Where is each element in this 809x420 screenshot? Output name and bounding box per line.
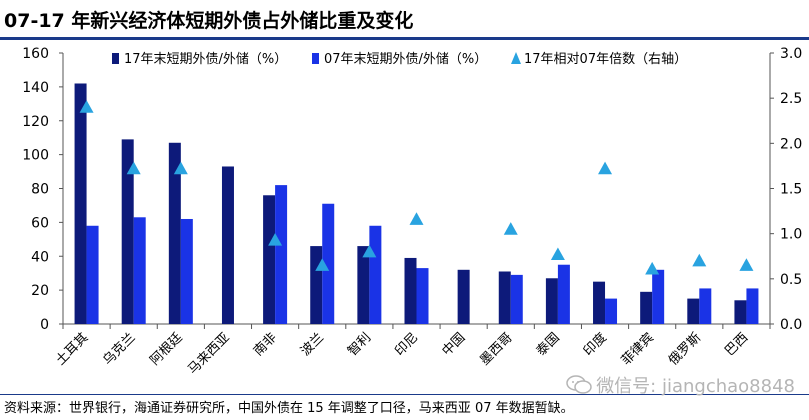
legend-swatch [112, 53, 119, 64]
legend-swatch [312, 53, 319, 64]
ratio-marker [598, 161, 613, 175]
x-category-label: 土耳其 [53, 330, 91, 368]
y-left-tick-label: 120 [22, 114, 49, 130]
ratio-marker [173, 161, 188, 175]
y-right-tick-label: 0.0 [780, 317, 802, 333]
bar-2007 [133, 217, 146, 324]
bar-2007 [275, 185, 288, 324]
x-category-label: 中国 [439, 330, 468, 359]
bar-2017 [263, 195, 276, 324]
y-left-tick-label: 0 [40, 317, 49, 333]
bar-2007 [180, 218, 193, 324]
ratio-marker [409, 212, 424, 225]
y-left-tick-label: 20 [31, 283, 49, 299]
bar-2007 [605, 298, 618, 324]
bar-2017 [734, 300, 747, 324]
y-right-tick-label: 1.5 [780, 182, 802, 198]
bar-2017 [498, 271, 511, 324]
bottom-divider [0, 394, 809, 395]
x-category-label: 巴西 [722, 330, 751, 359]
watermark-text: 微信号: jiangchao8848 [596, 376, 795, 397]
y-right-tick-label: 2.5 [780, 91, 802, 107]
bar-2017 [545, 278, 558, 324]
bar-2017 [74, 83, 87, 324]
y-left-tick-label: 160 [22, 46, 49, 62]
x-category-label: 乌克兰 [100, 330, 139, 369]
bar-2017 [457, 269, 470, 324]
bar-2017 [687, 298, 700, 324]
y-right-tick-label: 2.0 [780, 136, 802, 152]
ratio-marker [268, 232, 283, 246]
bar-2017 [168, 142, 181, 324]
bar-2007 [652, 269, 665, 324]
x-category-label: 印度 [580, 330, 610, 360]
x-category-label: 阿根廷 [147, 330, 185, 368]
x-category-label: 菲律宾 [618, 330, 657, 369]
y-right-tick-label: 0.5 [780, 272, 802, 288]
x-category-label: 印尼 [392, 330, 421, 359]
bar-2007 [746, 288, 759, 324]
bar-2007 [369, 225, 382, 324]
chart-plot: 0 20 40 60 80 100 120 140 160 0.0 0.5 1.0 1.5 2.0 2.5 3… [22, 46, 802, 378]
bar-2007 [322, 203, 335, 324]
ratio-marker [315, 258, 330, 271]
watermark: 微信号: jiangchao8848 [566, 372, 795, 398]
bar-2007 [557, 264, 570, 324]
ratio-marker [739, 258, 754, 271]
ratio-marker [692, 253, 707, 267]
bar-2017 [221, 166, 234, 324]
legend-label: 17年相对07年倍数（右轴） [524, 52, 687, 67]
ratio-marker [550, 247, 565, 261]
source-note: 资料来源：世界银行，海通证券研究所，中国外债在 15 年调整了口径，马来西亚 0… [4, 401, 574, 416]
ratio-marker [645, 261, 660, 275]
bar-2007 [510, 274, 523, 324]
ratio-marker [79, 100, 94, 113]
bar-2017 [310, 246, 323, 324]
bar-2007 [416, 268, 429, 324]
y-left-tick-label: 40 [31, 249, 49, 265]
y-right-tick-label: 3.0 [780, 46, 802, 62]
x-category-label: 泰国 [534, 330, 563, 359]
wechat-icon [566, 375, 592, 394]
bar-2017 [357, 246, 370, 324]
bar-2007 [699, 288, 712, 324]
ratio-marker [126, 161, 141, 175]
x-category-label: 波兰 [298, 330, 327, 359]
title-bar: 07-17 年新兴经济体短期外债占外储比重及变化 [0, 0, 809, 40]
bar-2017 [593, 281, 606, 324]
y-left-tick-label: 100 [22, 148, 49, 164]
x-category-label: 马来西亚 [185, 330, 232, 377]
x-category-label: 俄罗斯 [666, 330, 704, 368]
y-left-tick-label: 80 [31, 182, 49, 198]
y-right-tick-label: 1.0 [780, 227, 802, 243]
x-category-label: 南非 [250, 330, 280, 360]
legend-swatch [511, 52, 521, 64]
y-left-tick-label: 140 [22, 80, 49, 96]
x-category-label: 墨西哥 [477, 330, 515, 368]
x-category-label: 智利 [345, 330, 374, 359]
chart-title: 07-17 年新兴经济体短期外债占外储比重及变化 [4, 10, 414, 32]
legend-label: 07年末短期外债/外储（%） [324, 52, 487, 67]
bar-2017 [404, 257, 417, 324]
ratio-marker [362, 244, 377, 258]
bar-2007 [86, 225, 99, 324]
y-left-tick-label: 60 [31, 215, 49, 231]
bar-2017 [121, 139, 134, 324]
bar-2017 [640, 291, 653, 324]
legend-label: 17年末短期外债/外储（%） [124, 52, 287, 67]
ratio-marker [503, 222, 518, 235]
